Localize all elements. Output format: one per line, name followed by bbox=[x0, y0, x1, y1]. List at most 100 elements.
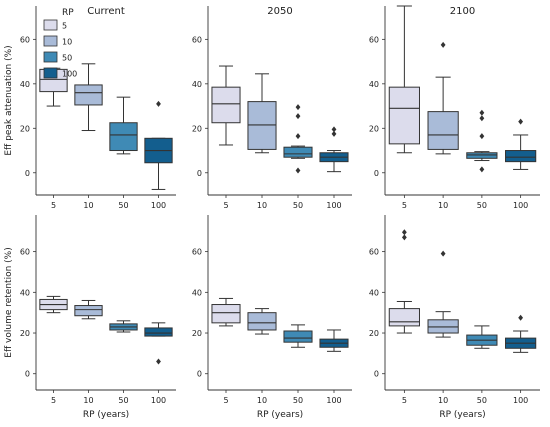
box-100 bbox=[319, 126, 349, 173]
panel-title: 2100 bbox=[450, 6, 475, 17]
x-tick-label: 100 bbox=[151, 201, 166, 210]
box-5 bbox=[388, 229, 420, 334]
y-tick-label: 20 bbox=[369, 124, 379, 133]
y-axis-label: Eff volume retention (%) bbox=[4, 247, 14, 357]
outlier-point bbox=[331, 130, 337, 137]
box-iqr bbox=[388, 86, 420, 145]
outlier-point bbox=[479, 166, 485, 173]
legend-label-50: 50 bbox=[62, 54, 72, 63]
x-tick-label: 100 bbox=[151, 396, 166, 405]
x-tick-label: 10 bbox=[83, 396, 93, 405]
y-tick-label: 60 bbox=[20, 35, 30, 44]
box-iqr bbox=[466, 152, 498, 159]
y-tick-label: 20 bbox=[20, 329, 30, 338]
box-50 bbox=[283, 104, 313, 174]
box-5 bbox=[211, 297, 241, 327]
box-5 bbox=[211, 65, 241, 146]
x-axis-label: RP (years) bbox=[257, 410, 303, 420]
y-tick-label: 60 bbox=[192, 248, 202, 257]
y-tick-label: 60 bbox=[369, 248, 379, 257]
outlier-point bbox=[331, 126, 337, 133]
box-iqr bbox=[505, 150, 537, 163]
x-tick-label: 50 bbox=[118, 201, 128, 210]
box-10 bbox=[74, 299, 103, 320]
x-tick-label: 5 bbox=[223, 201, 228, 210]
outlier-point bbox=[156, 100, 161, 107]
outlier-point bbox=[401, 234, 407, 241]
x-tick-label: 100 bbox=[326, 201, 341, 210]
box-10 bbox=[247, 73, 277, 154]
outlier-point bbox=[440, 250, 446, 257]
x-tick-label: 5 bbox=[402, 201, 407, 210]
box-5 bbox=[39, 295, 68, 314]
y-tick-label: 40 bbox=[192, 288, 202, 297]
y-tick-label: 20 bbox=[192, 124, 202, 133]
y-tick-label: 40 bbox=[369, 80, 379, 89]
x-axis-label: RP (years) bbox=[439, 410, 485, 420]
box-100 bbox=[505, 118, 537, 170]
outlier-point bbox=[295, 167, 301, 174]
y-tick-label: 0 bbox=[25, 169, 30, 178]
legend-title: RP bbox=[62, 8, 74, 18]
legend-swatch-5 bbox=[43, 19, 58, 31]
box-iqr bbox=[283, 330, 313, 343]
y-tick-label: 60 bbox=[192, 35, 202, 44]
y-tick-label: 20 bbox=[192, 329, 202, 338]
box-50 bbox=[109, 320, 138, 333]
outlier-point bbox=[401, 229, 407, 236]
box-iqr bbox=[211, 304, 241, 324]
x-tick-label: 50 bbox=[477, 396, 487, 405]
box-iqr bbox=[427, 111, 459, 150]
box-iqr bbox=[388, 308, 420, 327]
box-5 bbox=[388, 5, 420, 154]
box-100 bbox=[144, 322, 173, 365]
box-iqr bbox=[247, 101, 277, 150]
box-iqr bbox=[144, 327, 173, 337]
x-tick-label: 10 bbox=[83, 201, 93, 210]
panel-3: 0 20 40 60 5 10 50 100 2100 bbox=[369, 5, 540, 210]
box-10 bbox=[427, 41, 459, 155]
panel-4: 0 20 40 60 5 10 50 100 Eff volume retention (%) R… bbox=[4, 215, 176, 420]
y-tick-label: 40 bbox=[20, 80, 30, 89]
y-tick-label: 20 bbox=[20, 124, 30, 133]
x-tick-label: 5 bbox=[51, 396, 56, 405]
legend-label-5: 5 bbox=[62, 22, 67, 31]
legend-swatch-50 bbox=[43, 51, 58, 63]
y-axis-label: Eff peak attenuation (%) bbox=[4, 45, 14, 155]
box-50 bbox=[466, 109, 498, 173]
panel-6: 0 20 40 60 5 10 50 100 RP (years) bbox=[369, 215, 540, 420]
box-10 bbox=[247, 308, 277, 335]
box-50 bbox=[466, 325, 498, 349]
outlier-point bbox=[295, 133, 301, 140]
x-tick-label: 10 bbox=[438, 396, 448, 405]
outlier-point bbox=[295, 113, 301, 120]
outlier-point bbox=[479, 109, 485, 116]
box-iqr bbox=[74, 305, 103, 317]
legend: RP 5 10 50 100 bbox=[43, 8, 77, 79]
x-axis-label: RP (years) bbox=[83, 410, 129, 420]
legend-swatch-10 bbox=[43, 35, 58, 47]
x-tick-label: 5 bbox=[402, 396, 407, 405]
legend-label-100: 100 bbox=[62, 70, 77, 79]
x-tick-label: 50 bbox=[293, 201, 303, 210]
box-10 bbox=[74, 63, 103, 132]
box-10 bbox=[427, 250, 459, 338]
box-iqr bbox=[74, 84, 103, 106]
box-iqr bbox=[211, 86, 241, 124]
box-100 bbox=[505, 314, 537, 353]
y-tick-label: 40 bbox=[369, 288, 379, 297]
y-tick-label: 0 bbox=[374, 370, 379, 379]
x-tick-label: 10 bbox=[257, 396, 267, 405]
outlier-point bbox=[479, 133, 485, 140]
x-tick-label: 50 bbox=[293, 396, 303, 405]
y-tick-label: 60 bbox=[369, 35, 379, 44]
x-tick-label: 100 bbox=[326, 396, 341, 405]
legend-swatch-100 bbox=[43, 67, 58, 79]
box-iqr bbox=[109, 122, 138, 152]
box-iqr bbox=[283, 146, 313, 158]
x-tick-label: 5 bbox=[51, 201, 56, 210]
panel-2: 0 20 40 60 5 10 50 100 2050 bbox=[192, 6, 352, 210]
y-tick-label: 0 bbox=[25, 370, 30, 379]
y-tick-label: 60 bbox=[20, 248, 30, 257]
